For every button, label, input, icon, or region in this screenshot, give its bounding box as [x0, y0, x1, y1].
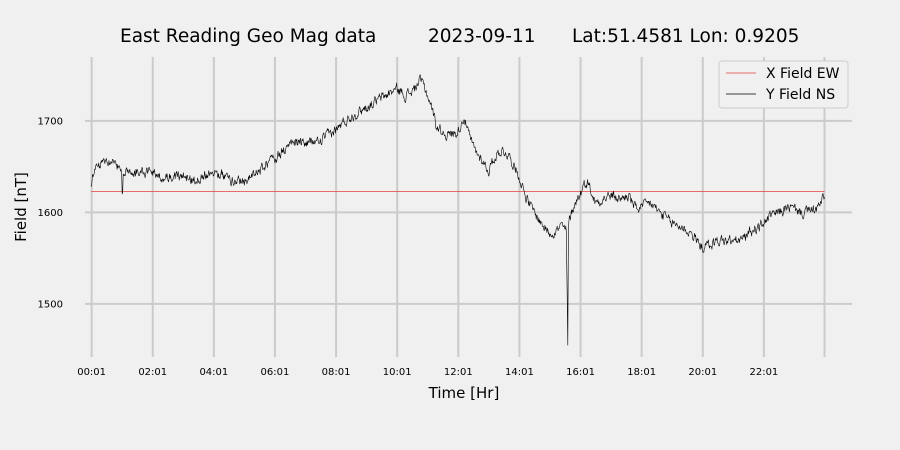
chart-title-location: Lat:51.4581 Lon: 0.9205	[572, 26, 799, 47]
legend-label-y-field: Y Field NS	[765, 87, 835, 103]
y-tick-label-1500: 1500	[38, 299, 63, 310]
legend-label-x-field: X Field EW	[766, 66, 840, 82]
x-tick-label-8: 16:01	[566, 367, 595, 378]
series-lines	[90, 74, 825, 346]
x-tick-label-7: 14:01	[505, 367, 534, 378]
legend: X Field EW Y Field NS	[718, 60, 849, 109]
x-tick-label-0: 00:01	[77, 367, 106, 378]
x-tick-label-10: 20:01	[688, 367, 717, 378]
x-tick-label-2: 04:01	[199, 367, 228, 378]
x-tick-label-5: 10:01	[383, 367, 412, 378]
x-tick-label-9: 18:01	[627, 367, 656, 378]
y-tick-label-1600: 1600	[38, 208, 63, 219]
x-tick-label-4: 08:01	[322, 367, 351, 378]
x-tick-label-6: 12:01	[444, 367, 473, 378]
y-axis-label: Field [nT]	[12, 172, 30, 242]
chart-title-date: 2023-09-11	[428, 26, 536, 47]
x-tick-labels: 00:01 02:01 04:01 06:01 08:01 10:01 12:01 14:01…	[77, 367, 778, 378]
chart-title-station: East Reading Geo Mag data	[120, 26, 376, 47]
x-tick-label-3: 06:01	[261, 367, 290, 378]
x-tick-label-11: 22:01	[749, 367, 778, 378]
y-tick-label-1700: 1700	[38, 116, 63, 127]
series-line-1	[90, 74, 825, 346]
x-axis-label: Time [Hr]	[428, 384, 500, 402]
y-tick-labels: 1500 1600 1700	[38, 116, 63, 310]
x-tick-label-1: 02:01	[138, 367, 167, 378]
